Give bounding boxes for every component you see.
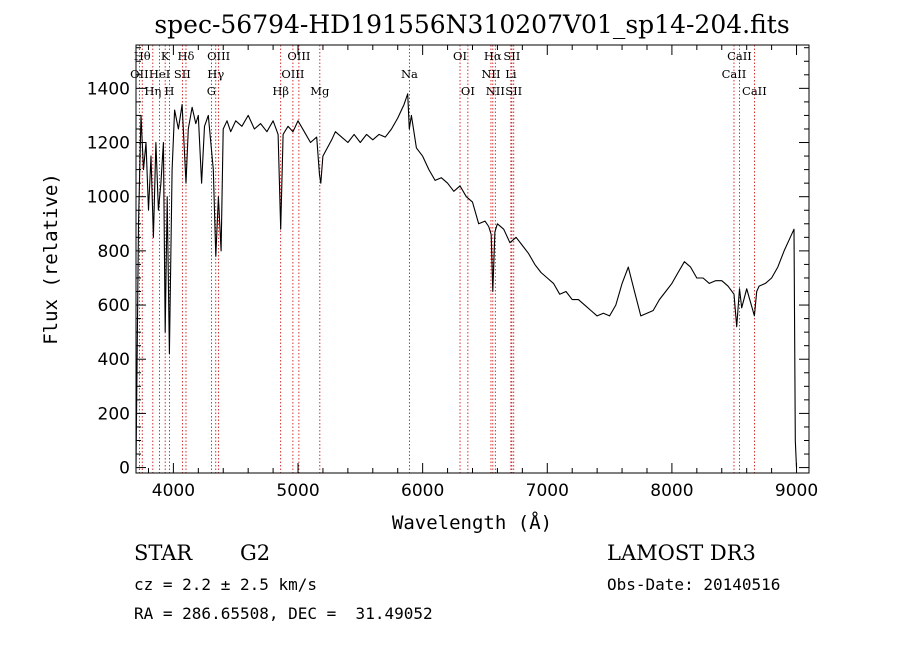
y-tick-label: 200: [98, 404, 130, 424]
line-marker-label: CaII: [722, 67, 747, 81]
x-tick-label: 6000: [401, 481, 444, 501]
spectral-line-markers: [138, 45, 755, 473]
y-tick-label: 400: [98, 350, 130, 370]
x-tick-label: 9000: [775, 481, 818, 501]
y-tick-label: 1200: [87, 134, 130, 154]
object-class: STAR: [134, 541, 193, 565]
line-marker-label: HeI: [149, 67, 170, 81]
survey-name: LAMOST DR3: [607, 541, 756, 565]
line-marker-label: Na: [401, 67, 418, 81]
x-tick-label: 8000: [650, 481, 693, 501]
y-tick-label: 1400: [87, 79, 130, 99]
line-marker-label: CaII: [742, 84, 767, 98]
line-marker-label: Hη: [144, 84, 161, 98]
line-marker-label: NII: [481, 67, 500, 81]
line-marker-label: OII: [130, 67, 149, 81]
line-marker-label: Li: [505, 67, 517, 81]
line-marker-label: OI: [461, 84, 475, 98]
line-marker-label: Hβ: [272, 84, 289, 98]
x-axis-label: Wavelength (Å): [392, 511, 552, 534]
chart-title: spec-56794-HD191556N310207V01_sp14-204.f…: [154, 10, 789, 39]
y-axis-ticks: 0 200 400 600 800 1000 1200 1400: [87, 47, 809, 479]
x-tick-label: 7000: [526, 481, 569, 501]
line-marker-label: OIII: [207, 49, 230, 63]
y-tick-label: 1000: [87, 188, 130, 208]
line-marker-label: OIII: [287, 49, 310, 63]
line-marker-label: CaII: [727, 49, 752, 63]
spectrum-line: [135, 93, 798, 468]
x-tick-label: 5000: [276, 481, 319, 501]
x-axis-ticks: 4000 5000 6000 7000 8000 9000: [147, 45, 818, 501]
spectral-line-labels: OIIHθHηHeIKHSIIHδGHγOIIIHβOIIIOIIIMgNaOI…: [130, 49, 767, 98]
object-subclass: G2: [240, 541, 271, 565]
observation-date: Obs-Date: 20140516: [607, 575, 781, 594]
y-tick-label: 800: [98, 242, 130, 262]
line-marker-label: OIII: [281, 67, 304, 81]
line-marker-label: Hδ: [177, 49, 194, 63]
y-tick-label: 0: [119, 459, 130, 479]
y-tick-label: 600: [98, 296, 130, 316]
sky-coordinates: RA = 286.65508, DEC = 31.49052: [134, 604, 433, 623]
plot-frame: [135, 44, 810, 474]
line-marker-label: Hα: [484, 49, 502, 63]
line-marker-label: SII: [503, 49, 520, 63]
y-axis-label: Flux (relative): [40, 173, 62, 345]
line-marker-label: Hγ: [207, 67, 224, 81]
line-marker-label: G: [207, 84, 216, 98]
line-marker-label: OI: [453, 49, 467, 63]
line-marker-label: Mg: [310, 84, 330, 98]
line-marker-label: K: [161, 49, 170, 63]
line-marker-label: H: [164, 84, 174, 98]
redshift-velocity: cz = 2.2 ± 2.5 km/s: [134, 575, 318, 594]
x-tick-label: 4000: [152, 481, 195, 501]
line-marker-label: Hθ: [134, 49, 151, 63]
line-marker-label: SII: [505, 84, 522, 98]
line-marker-label: SII: [174, 67, 191, 81]
line-marker-label: NII: [486, 84, 505, 98]
